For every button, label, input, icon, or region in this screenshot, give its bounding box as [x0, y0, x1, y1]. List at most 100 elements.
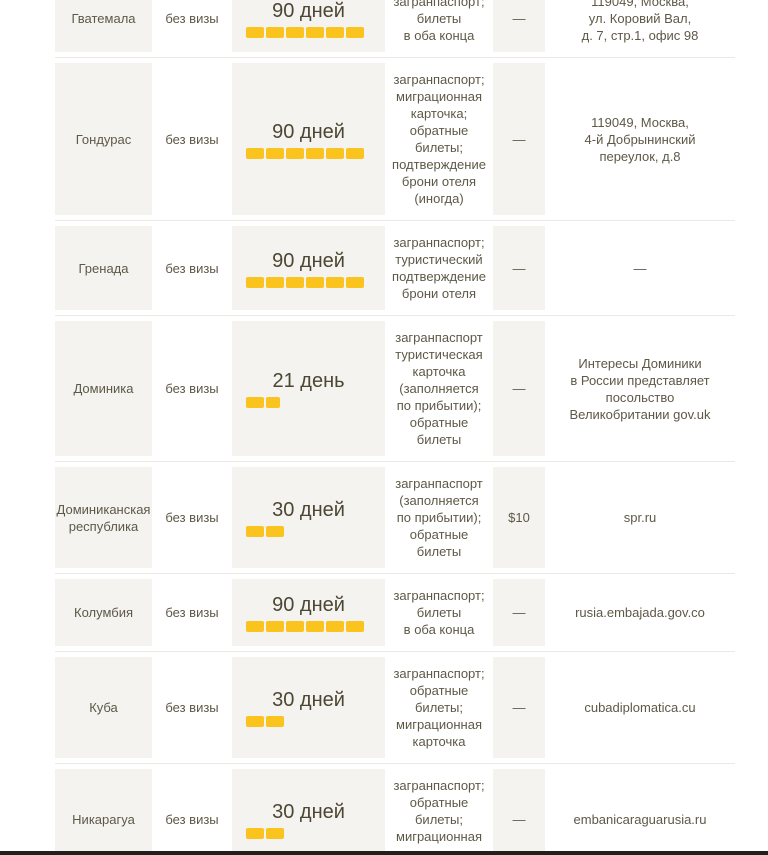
duration-bar-gauge: [246, 27, 364, 38]
duration-bar-segment: [266, 147, 284, 159]
visa-status: без визы: [165, 260, 219, 276]
duration-bar-segment: [326, 27, 344, 38]
stay-duration-label: 30 дней: [272, 689, 345, 711]
duration-bar-segment: [266, 397, 280, 408]
documents-list: загранпаспорт (заполняется по прибытии);…: [395, 476, 483, 559]
duration-bar-gauge: [246, 716, 284, 727]
duration-bar-segment: [326, 621, 344, 632]
country-cell: Куба: [55, 657, 152, 758]
bottom-edge-strip: [0, 851, 768, 855]
contact-info: 119049, Москва, ул. Коровий Вал, д. 7, с…: [581, 0, 699, 43]
fee-cell: —: [493, 657, 545, 758]
fee-value: —: [512, 605, 526, 620]
stay-duration-label: 21 день: [272, 370, 345, 392]
stay-duration-label: 90 дней: [272, 120, 345, 143]
duration-bar-segment: [306, 27, 324, 38]
documents-cell: загранпаспорт; билеты в оба конца: [385, 0, 493, 52]
contact-cell: rusia.embajada.gov.co: [545, 579, 735, 646]
fee-cell: —: [493, 321, 545, 456]
country-name: Куба: [89, 700, 118, 715]
documents-list: загранпаспорт; билеты в оба конца: [393, 0, 485, 43]
duration-bar-segment: [346, 621, 364, 632]
duration-bar-segment: [266, 621, 284, 632]
visa-status-cell: без визы: [152, 769, 232, 855]
country-name: Гондурас: [75, 131, 132, 147]
visa-status-cell: без визы: [152, 321, 232, 456]
documents-list: загранпаспорт; обратные билеты; миграцио…: [393, 778, 485, 855]
documents-list: загранпаспорт; билеты в оба конца: [393, 588, 485, 637]
stay-duration-cell: 90 дней: [232, 579, 385, 646]
stay-duration-label: 30 дней: [272, 801, 345, 823]
table-row: Доминика без визы 21 день загранпаспорт …: [55, 315, 735, 461]
fee-cell: —: [493, 0, 545, 52]
duration-bar-gauge: [246, 397, 280, 408]
country-name: Доминиканская республика: [56, 501, 151, 534]
duration-bar-segment: [306, 276, 324, 288]
visa-status: без визы: [165, 11, 219, 26]
fee-cell: —: [493, 579, 545, 646]
duration-bar-segment: [346, 147, 364, 159]
contact-info: rusia.embajada.gov.co: [575, 605, 705, 620]
contact-cell: embanicaraguarusia.ru: [545, 769, 735, 855]
duration-bar-segment: [266, 276, 284, 288]
duration-bar-gauge: [246, 621, 364, 632]
visa-status: без визы: [165, 510, 219, 525]
duration-bar-segment: [306, 147, 324, 159]
duration-bar-segment: [326, 276, 344, 288]
contact-info: cubadiplomatica.cu: [584, 700, 696, 715]
duration-bar-segment: [326, 147, 344, 159]
contact-info: spr.ru: [623, 510, 657, 525]
stay-duration-label: 90 дней: [272, 249, 345, 272]
contact-cell: —: [545, 226, 735, 310]
documents-cell: загранпаспорт; обратные билеты; миграцио…: [385, 769, 493, 855]
duration-bar-segment: [286, 621, 304, 632]
fee-value: —: [512, 381, 526, 396]
visa-status: без визы: [165, 605, 219, 620]
duration-bar-segment: [246, 27, 264, 38]
duration-bar-segment: [266, 526, 284, 537]
contact-info: embanicaraguarusia.ru: [573, 812, 707, 827]
fee-value: —: [512, 131, 526, 147]
documents-list: загранпаспорт; туристический подтвержден…: [392, 235, 486, 301]
visa-status: без визы: [165, 131, 219, 147]
fee-cell: $10: [493, 467, 545, 568]
country-name: Никарагуа: [72, 812, 135, 827]
duration-bar-segment: [306, 621, 324, 632]
documents-list: загранпаспорт; обратные билеты; миграцио…: [393, 666, 485, 749]
visa-status: без визы: [165, 700, 219, 715]
duration-bar-gauge: [246, 526, 284, 537]
duration-bar-segment: [246, 276, 264, 288]
duration-bar-segment: [246, 526, 264, 537]
stay-duration-cell: 90 дней: [232, 226, 385, 310]
contact-cell: 119049, Москва, 4-й Добрынинский переуло…: [545, 63, 735, 215]
country-cell: Гватемала: [55, 0, 152, 52]
duration-bar-segment: [266, 716, 284, 727]
documents-cell: загранпаспорт туристическая карточка (за…: [385, 321, 493, 456]
contact-cell: Интересы Доминики в России представляет …: [545, 321, 735, 456]
fee-value: —: [512, 812, 526, 827]
documents-cell: загранпаспорт; туристический подтвержден…: [385, 226, 493, 310]
visa-status: без визы: [165, 812, 219, 827]
country-cell: Доминика: [55, 321, 152, 456]
country-name: Гренада: [78, 260, 129, 276]
fee-value: $10: [508, 510, 530, 525]
visa-status-cell: без визы: [152, 0, 232, 52]
contact-info: 119049, Москва, 4-й Добрынинский переуло…: [584, 114, 696, 164]
table-row: Никарагуа без визы 30 дней загранпаспорт…: [55, 763, 735, 855]
visa-status-cell: без визы: [152, 579, 232, 646]
duration-bar-segment: [286, 147, 304, 159]
duration-bar-segment: [246, 716, 264, 727]
stay-duration-label: 90 дней: [272, 594, 345, 616]
duration-bar-segment: [346, 27, 364, 38]
stay-duration-cell: 90 дней: [232, 0, 385, 52]
duration-bar-segment: [246, 397, 264, 408]
country-cell: Гондурас: [55, 63, 152, 215]
duration-bar-segment: [266, 27, 284, 38]
country-cell: Гренада: [55, 226, 152, 310]
country-cell: Никарагуа: [55, 769, 152, 855]
duration-bar-segment: [246, 147, 264, 159]
contact-info: Интересы Доминики в России представляет …: [569, 355, 711, 422]
contact-cell: spr.ru: [545, 467, 735, 568]
documents-list: загранпаспорт туристическая карточка (за…: [395, 330, 483, 447]
